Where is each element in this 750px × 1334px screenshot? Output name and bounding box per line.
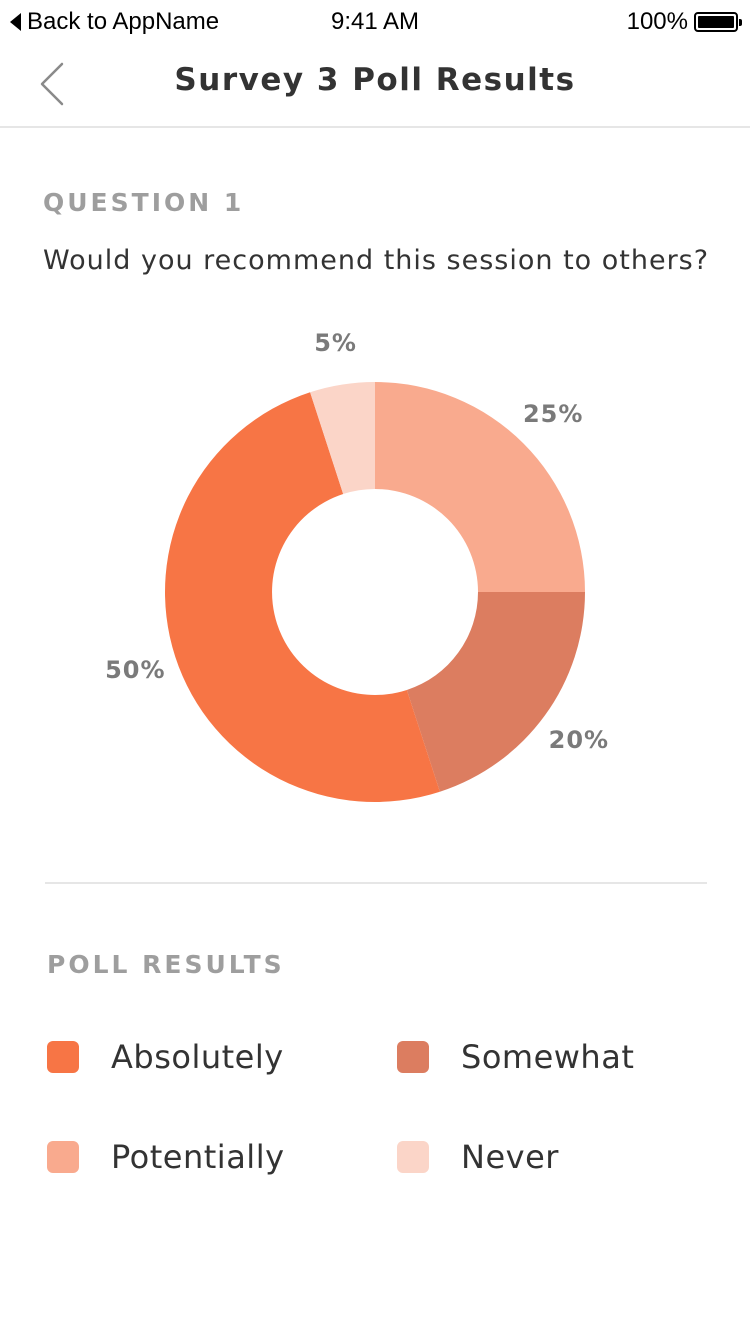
question-text: Would you recommend this session to othe…	[43, 245, 710, 276]
legend-item-potentially: Potentially	[47, 1132, 285, 1182]
legend-item-absolutely: Absolutely	[47, 1032, 284, 1082]
percentage-label-potentially: 25%	[523, 400, 583, 428]
donut-slice-somewhat	[406, 592, 585, 792]
donut-chart-svg: 25% 20% 50% 5%	[105, 329, 609, 802]
legend-label: Absolutely	[111, 1038, 284, 1076]
percentage-label-somewhat: 20%	[549, 726, 609, 754]
back-button[interactable]	[28, 54, 76, 114]
question-number: QUESTION 1	[43, 188, 245, 217]
poll-results-heading: POLL RESULTS	[47, 950, 285, 979]
battery-percentage: 100%	[626, 8, 688, 35]
legend-item-never: Never	[397, 1132, 559, 1182]
poll-donut-chart: 25% 20% 50% 5%	[0, 320, 750, 860]
percentage-label-never: 5%	[314, 329, 357, 357]
divider	[45, 882, 707, 884]
status-time: 9:41 AM	[330, 8, 420, 35]
legend-swatch	[397, 1041, 429, 1073]
percentage-label-absolutely: 50%	[105, 656, 165, 684]
legend-swatch	[47, 1141, 79, 1173]
navigation-bar: Survey 3 Poll Results	[0, 40, 750, 128]
legend-label: Somewhat	[461, 1038, 635, 1076]
donut-slice-never	[310, 382, 375, 495]
back-to-app-label: Back to AppName	[27, 8, 220, 35]
legend-swatch	[397, 1141, 429, 1173]
status-bar: Back to AppName 9:41 AM 100%	[0, 0, 750, 40]
page-title: Survey 3 Poll Results	[174, 62, 576, 98]
legend-item-somewhat: Somewhat	[397, 1032, 634, 1082]
legend-swatch	[47, 1041, 79, 1073]
legend-label: Potentially	[111, 1138, 285, 1176]
chevron-left-icon	[40, 62, 64, 106]
battery-status: 100%	[626, 8, 742, 36]
back-to-app-link[interactable]: Back to AppName	[10, 8, 219, 36]
donut-slice-absolutely	[165, 392, 440, 802]
back-arrow-icon	[10, 13, 21, 31]
donut-slice-potentially	[375, 382, 585, 592]
battery-icon	[694, 12, 742, 32]
legend-label: Never	[461, 1138, 559, 1176]
